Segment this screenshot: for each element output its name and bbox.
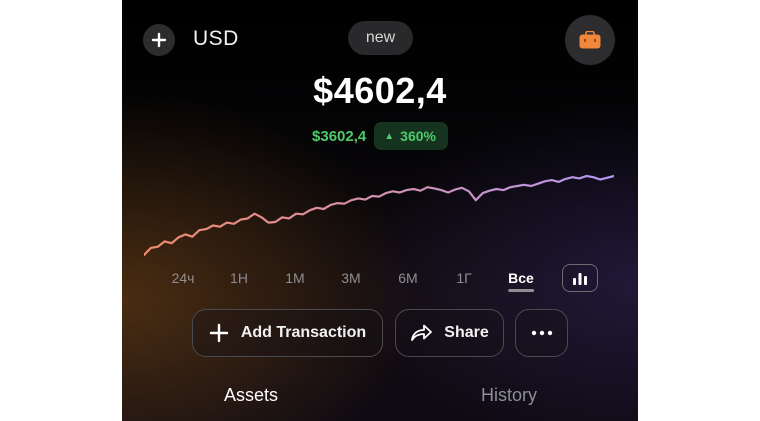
share-button[interactable]: Share [395, 309, 504, 357]
plus-icon [151, 32, 167, 48]
briefcase-icon [579, 31, 601, 49]
portfolio-screen: USD new $4602,4 $3602,4 ▲ 360% 24ч 1Н 1М… [122, 0, 638, 421]
range-1y[interactable]: 1Г [456, 270, 472, 286]
more-button[interactable] [515, 309, 568, 357]
wallet-button[interactable] [565, 15, 615, 65]
change-percent-badge: ▲ 360% [374, 122, 448, 150]
chart-type-toggle[interactable] [562, 264, 598, 292]
bar-chart-icon [573, 273, 587, 285]
add-button[interactable] [143, 24, 175, 56]
range-3m[interactable]: 3М [341, 270, 361, 286]
tab-assets[interactable]: Assets [223, 385, 279, 405]
range-1m[interactable]: 1М [285, 270, 305, 286]
bottom-tabs: Assets History [122, 385, 638, 409]
add-transaction-label: Add Transaction [240, 324, 367, 341]
change-absolute: $3602,4 [312, 127, 367, 145]
tab-history[interactable]: History [480, 385, 538, 405]
share-icon [411, 324, 433, 341]
new-badge[interactable]: new [348, 21, 413, 55]
currency-selector[interactable]: USD [193, 27, 239, 50]
range-6m[interactable]: 6М [398, 270, 418, 286]
more-icon [531, 330, 552, 336]
range-1w[interactable]: 1Н [230, 270, 248, 286]
portfolio-chart[interactable] [144, 170, 614, 265]
balance-change: $3602,4 ▲ 360% [122, 122, 638, 150]
change-percent: 360% [400, 128, 436, 144]
time-range-selector: 24ч 1Н 1М 3М 6М 1Г Все [162, 266, 602, 292]
plus-icon [209, 323, 229, 343]
add-transaction-button[interactable]: Add Transaction [192, 309, 383, 357]
range-24h[interactable]: 24ч [171, 270, 195, 286]
up-arrow-icon: ▲ [384, 130, 395, 142]
chart-series-line [144, 174, 614, 257]
total-balance: $4602,4 [313, 70, 447, 111]
share-label: Share [444, 324, 489, 341]
range-all[interactable]: Все [508, 270, 534, 292]
